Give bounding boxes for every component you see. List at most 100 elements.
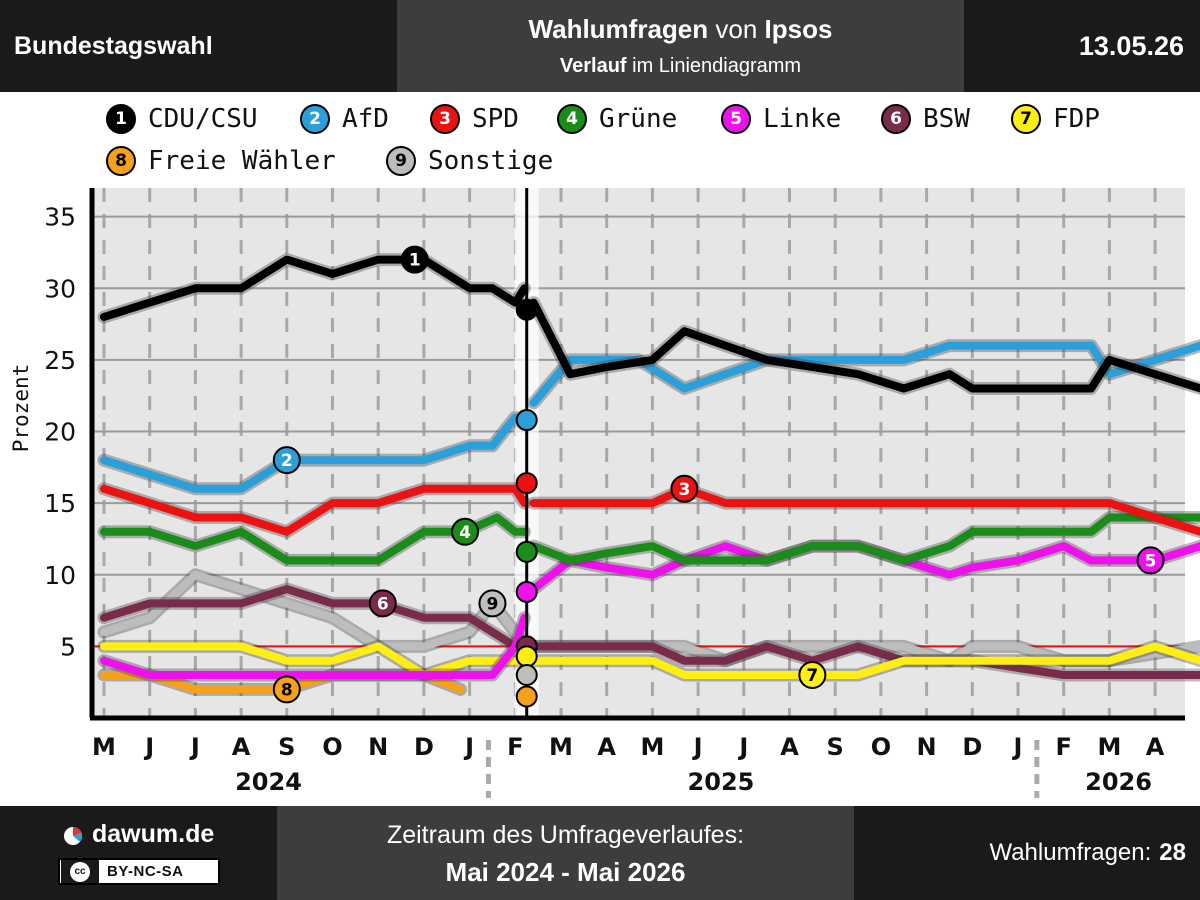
election-type: Bundestagswahl	[14, 31, 213, 60]
x-month-label: N	[368, 733, 388, 761]
series-marker	[1136, 546, 1165, 575]
legend-label: FDP	[1053, 104, 1100, 134]
x-month-label: M	[549, 733, 573, 761]
y-axis-label: Prozent	[9, 364, 33, 453]
chart-legend: 1 CDU/CSU 2 AfD 3 SPD 4 Grüne 5 Linke 6 BSW 7 FDP 8 Fre…	[0, 92, 1200, 188]
header: Bundestagswahl Wahlumfragen von Ipsos Ve…	[0, 0, 1200, 92]
series-line	[100, 585, 529, 651]
x-month-label: J	[189, 733, 200, 761]
period-value: Mai 2024 - Mai 2026	[445, 857, 686, 887]
legend-number: 5	[721, 104, 751, 134]
x-month-label: F	[1055, 733, 1071, 761]
x-year-label: 2025	[688, 768, 755, 796]
x-year-label: 2024	[235, 768, 302, 796]
poll-count: Wahlumfragen: 28	[854, 806, 1200, 900]
legend-label: Linke	[763, 104, 842, 134]
page-title: Wahlumfragen von Ipsos	[528, 14, 833, 44]
footer-branding: dawum.de cc BY-NC-SA	[0, 806, 277, 900]
x-month-label: D	[414, 733, 434, 761]
series-marker	[798, 661, 827, 690]
x-month-label: J	[463, 733, 474, 761]
series-line	[529, 642, 1200, 679]
x-month-label: D	[962, 733, 982, 761]
series-marker	[478, 589, 507, 618]
legend-item: 8 Freie Wähler	[106, 144, 336, 178]
x-month-label: A	[780, 733, 799, 761]
x-month-label: O	[871, 733, 891, 761]
legend-number: 8	[106, 146, 136, 176]
brand[interactable]: dawum.de	[62, 820, 214, 849]
legend-item: 3 SPD	[430, 102, 519, 136]
series-marker-label: 8	[281, 680, 293, 700]
x-month-label: S	[827, 733, 844, 761]
series-marker	[670, 474, 699, 503]
legend-item: 9 Sonstige	[386, 144, 553, 178]
footer: dawum.de cc BY-NC-SA Zeitraum des Umfrag…	[0, 806, 1200, 900]
legend-item: 2 AfD	[300, 102, 389, 136]
legend-label: SPD	[472, 104, 519, 134]
legend-label: AfD	[342, 104, 389, 134]
x-month-label: J	[1012, 733, 1023, 761]
plot-area	[92, 188, 1185, 718]
x-month-label: O	[322, 733, 342, 761]
x-month-label: F	[507, 733, 523, 761]
legend-number: 6	[881, 104, 911, 134]
election-result-dot	[515, 472, 538, 495]
series-line	[529, 642, 1200, 679]
legend-number: 2	[300, 104, 330, 134]
pie-chart-icon	[64, 826, 83, 845]
election-result-dot	[515, 664, 538, 687]
license-text: BY-NC-SA	[107, 863, 184, 880]
x-month-label: J	[737, 733, 748, 761]
legend-number: 4	[557, 104, 587, 134]
series-line	[100, 642, 529, 679]
y-tick-label: 15	[44, 489, 76, 518]
x-month-label: M	[640, 733, 664, 761]
legend-item: 6 BSW	[881, 102, 970, 136]
page-subtitle: Verlauf im Liniendiagramm	[559, 55, 802, 77]
election-result-dot	[515, 685, 538, 708]
x-month-label: M	[1097, 733, 1121, 761]
series-marker	[368, 589, 397, 618]
x-month-label: S	[278, 733, 295, 761]
series-marker-label: 1	[409, 251, 421, 271]
brand-name: dawum.de	[92, 820, 215, 848]
election-result-dot	[515, 540, 538, 563]
y-tick-label: 30	[44, 274, 76, 303]
legend-number: 7	[1011, 104, 1041, 134]
poll-count-label: Wahlumfragen:	[989, 839, 1152, 866]
election-result-dot	[515, 580, 538, 603]
license-badge[interactable]: cc BY-NC-SA	[58, 858, 220, 885]
header-title-block: Wahlumfragen von Ipsos Verlauf im Linien…	[397, 0, 964, 92]
series-line	[529, 298, 1200, 393]
legend-label: Sonstige	[428, 146, 554, 176]
series-marker-label: 2	[281, 451, 293, 471]
legend-number: 9	[386, 146, 416, 176]
cc-icon: cc	[61, 860, 99, 883]
x-month-label: A	[1146, 733, 1165, 761]
legend-item: 5 Linke	[721, 102, 841, 136]
series-line	[529, 513, 1200, 565]
series-line	[100, 255, 529, 321]
header-date: 13.05.26	[1078, 30, 1184, 61]
legend-label: Freie Wähler	[148, 146, 336, 176]
series-marker-label: 9	[487, 594, 499, 614]
x-year-label: 2026	[1085, 768, 1152, 796]
legend-number: 1	[106, 104, 136, 134]
series-marker-label: 3	[678, 480, 690, 500]
series-line	[100, 413, 529, 493]
series-marker	[272, 675, 301, 704]
election-result-dot	[515, 645, 538, 668]
legend-item: 4 Grüne	[557, 102, 677, 136]
series-marker-label: 4	[459, 523, 471, 543]
y-tick-label: 5	[60, 632, 76, 661]
series-marker	[400, 245, 429, 274]
legend-number: 3	[430, 104, 460, 134]
series-marker-label: 6	[377, 594, 389, 614]
series-marker-label: 5	[1145, 551, 1157, 571]
x-month-label: A	[597, 733, 616, 761]
y-tick-label: 20	[44, 418, 76, 447]
election-result-dot	[515, 409, 538, 432]
series-line	[100, 484, 529, 536]
legend-label: Grüne	[599, 104, 678, 134]
